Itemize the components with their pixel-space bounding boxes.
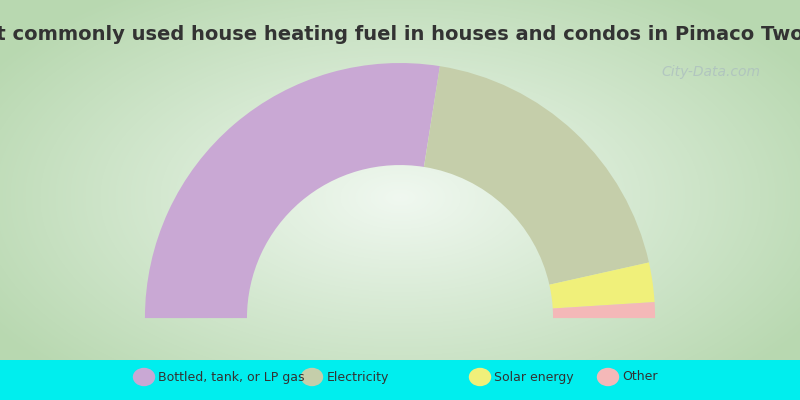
Ellipse shape (133, 368, 155, 386)
Wedge shape (550, 262, 654, 308)
Ellipse shape (469, 368, 491, 386)
Text: Most commonly used house heating fuel in houses and condos in Pimaco Two, AZ: Most commonly used house heating fuel in… (0, 25, 800, 44)
Text: Bottled, tank, or LP gas: Bottled, tank, or LP gas (158, 370, 305, 384)
Ellipse shape (597, 368, 619, 386)
Text: City-Data.com: City-Data.com (661, 65, 760, 79)
Text: Other: Other (622, 370, 658, 384)
Wedge shape (145, 63, 440, 318)
Wedge shape (553, 302, 655, 318)
Ellipse shape (301, 368, 323, 386)
Text: Electricity: Electricity (326, 370, 389, 384)
Wedge shape (424, 66, 649, 285)
Text: Solar energy: Solar energy (494, 370, 574, 384)
